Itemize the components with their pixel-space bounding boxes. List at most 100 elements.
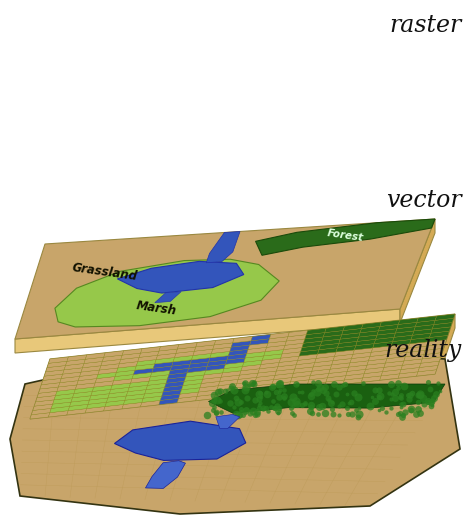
Polygon shape (73, 391, 92, 398)
Polygon shape (308, 378, 328, 384)
Polygon shape (92, 385, 112, 391)
Polygon shape (270, 332, 289, 339)
Polygon shape (30, 413, 50, 419)
Polygon shape (415, 320, 435, 326)
Polygon shape (169, 368, 189, 375)
Polygon shape (302, 341, 322, 347)
Polygon shape (434, 318, 454, 324)
Polygon shape (251, 334, 271, 341)
Polygon shape (395, 326, 415, 333)
Polygon shape (262, 354, 282, 360)
Polygon shape (365, 363, 385, 369)
Polygon shape (306, 382, 326, 388)
Polygon shape (111, 383, 131, 389)
Polygon shape (323, 331, 343, 337)
Polygon shape (15, 309, 400, 353)
Polygon shape (281, 352, 301, 358)
Polygon shape (291, 376, 310, 382)
Polygon shape (376, 333, 395, 340)
Polygon shape (330, 363, 350, 369)
Polygon shape (398, 318, 418, 324)
Polygon shape (283, 343, 303, 350)
Polygon shape (227, 354, 247, 360)
Polygon shape (243, 360, 262, 366)
Polygon shape (255, 219, 435, 255)
Polygon shape (231, 341, 251, 347)
Polygon shape (155, 292, 181, 303)
Polygon shape (301, 345, 320, 352)
Polygon shape (259, 363, 279, 369)
Polygon shape (150, 370, 170, 377)
Polygon shape (387, 352, 407, 359)
Polygon shape (356, 340, 376, 346)
Polygon shape (114, 421, 246, 461)
Polygon shape (156, 353, 176, 359)
Polygon shape (407, 346, 427, 352)
Polygon shape (87, 402, 107, 409)
Polygon shape (347, 365, 367, 372)
Polygon shape (65, 359, 85, 366)
Polygon shape (152, 366, 172, 373)
Polygon shape (373, 342, 392, 348)
Polygon shape (388, 348, 408, 354)
Polygon shape (360, 326, 380, 333)
Polygon shape (67, 409, 87, 415)
Polygon shape (404, 355, 424, 361)
Polygon shape (217, 384, 237, 390)
Polygon shape (153, 362, 173, 368)
Polygon shape (162, 390, 182, 396)
Polygon shape (209, 356, 228, 362)
Polygon shape (343, 378, 363, 384)
Polygon shape (363, 372, 383, 378)
Polygon shape (213, 343, 233, 349)
Polygon shape (196, 341, 216, 347)
Text: Forest: Forest (326, 228, 364, 243)
Polygon shape (141, 347, 161, 353)
Polygon shape (138, 355, 157, 362)
Polygon shape (143, 392, 163, 398)
Polygon shape (191, 354, 211, 360)
Polygon shape (121, 353, 141, 359)
Polygon shape (189, 362, 209, 368)
Polygon shape (53, 398, 73, 404)
Polygon shape (275, 369, 295, 375)
Polygon shape (339, 337, 359, 343)
Polygon shape (164, 381, 184, 388)
Polygon shape (254, 379, 273, 386)
Polygon shape (77, 378, 97, 385)
Polygon shape (180, 388, 200, 394)
Polygon shape (172, 360, 191, 366)
Polygon shape (94, 381, 114, 387)
Polygon shape (75, 383, 95, 389)
Polygon shape (184, 375, 204, 381)
Polygon shape (104, 351, 124, 357)
Polygon shape (34, 400, 54, 406)
Polygon shape (252, 384, 272, 390)
Polygon shape (114, 375, 134, 381)
Polygon shape (400, 367, 419, 374)
Polygon shape (325, 326, 345, 333)
Polygon shape (201, 377, 221, 384)
Polygon shape (322, 335, 342, 341)
Polygon shape (310, 369, 330, 376)
Polygon shape (349, 361, 368, 367)
Polygon shape (346, 369, 365, 376)
Polygon shape (224, 362, 244, 368)
Polygon shape (279, 356, 299, 363)
Polygon shape (285, 339, 305, 345)
Polygon shape (408, 342, 428, 348)
Polygon shape (183, 379, 203, 386)
Polygon shape (63, 368, 82, 374)
Polygon shape (174, 351, 194, 357)
Polygon shape (394, 331, 414, 337)
Polygon shape (38, 387, 58, 394)
Polygon shape (182, 384, 201, 390)
Polygon shape (364, 367, 384, 374)
Polygon shape (109, 387, 129, 394)
Polygon shape (67, 355, 87, 361)
Polygon shape (432, 323, 452, 329)
Polygon shape (400, 219, 435, 323)
Polygon shape (342, 329, 362, 335)
Polygon shape (118, 362, 138, 368)
Polygon shape (177, 396, 197, 402)
